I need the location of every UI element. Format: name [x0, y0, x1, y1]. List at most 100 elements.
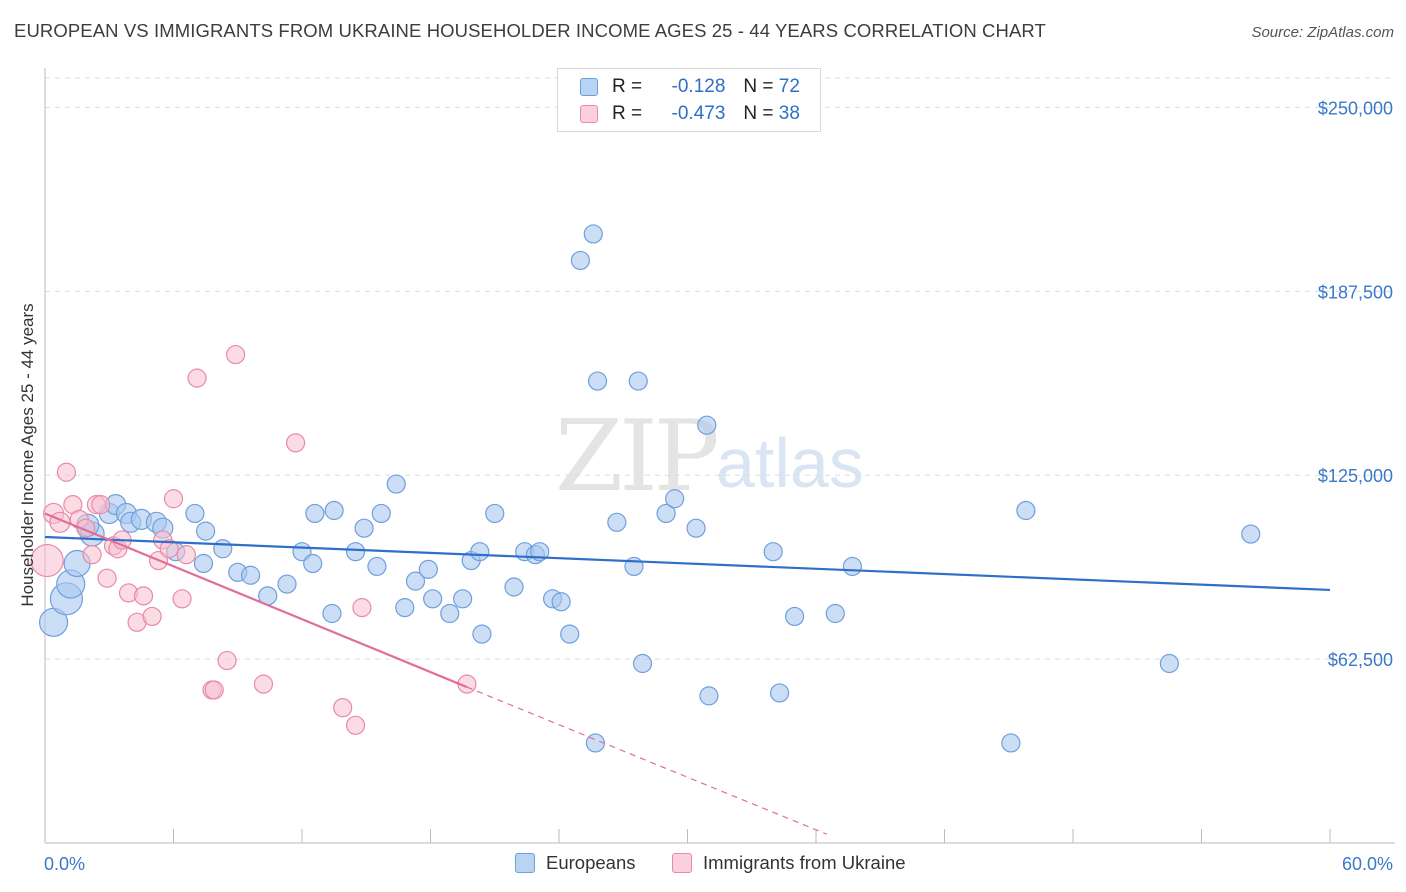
europeans-point	[583, 224, 603, 244]
ukraine-swatch	[580, 105, 598, 123]
legend-n-value: 72	[778, 76, 800, 97]
ukraine-point	[133, 586, 154, 606]
europeans-point	[472, 624, 492, 644]
europeans-point	[585, 733, 606, 753]
legend-r-value: -0.473	[671, 103, 726, 124]
europeans-point	[405, 571, 426, 591]
europeans-point	[769, 683, 790, 703]
europeans-point	[277, 574, 297, 594]
ukraine-point	[217, 650, 237, 671]
watermark-zip: ZIP	[555, 400, 720, 514]
ukraine-point	[142, 606, 162, 627]
europeans-point	[1001, 733, 1021, 753]
europeans-point	[1159, 653, 1179, 674]
europeans-point	[570, 250, 591, 271]
europeans-point	[371, 503, 391, 524]
europeans-point	[367, 556, 387, 577]
europeans-point	[697, 415, 717, 435]
europeans-point	[193, 553, 214, 574]
y-tick-label: $187,500	[1318, 282, 1393, 302]
ukraine-point	[226, 344, 246, 365]
chart-title: EUROPEAN VS IMMIGRANTS FROM UKRAINE HOUS…	[14, 20, 1046, 41]
legend-n-label: N =	[743, 76, 774, 97]
europeans-point	[1016, 500, 1036, 521]
europeans-point	[607, 512, 627, 532]
legend-r-value: -0.128	[671, 76, 726, 97]
correlation-legend: R = -0.128 N = 72 R = -0.473 N = 38	[557, 68, 821, 132]
ukraine-points	[30, 344, 477, 735]
europeans-point	[395, 598, 415, 618]
europeans-point	[504, 577, 524, 597]
europeans-point	[1241, 524, 1261, 544]
europeans-point	[699, 686, 719, 706]
europeans-point	[345, 542, 366, 562]
ukraine-point	[285, 433, 306, 453]
europeans-point	[213, 539, 233, 559]
europeans-point	[453, 589, 473, 609]
europeans-point	[324, 500, 344, 521]
x-tick-label: 0.0%	[44, 854, 85, 874]
europeans-point	[665, 489, 685, 509]
europeans-point	[440, 603, 460, 624]
legend-r-label: R =	[612, 103, 643, 124]
y-tick-label: $250,000	[1318, 98, 1393, 118]
europeans-point	[842, 556, 863, 577]
europeans-point	[305, 503, 325, 524]
europeans-point	[470, 542, 490, 562]
ukraine-point	[204, 680, 224, 700]
europeans-point	[656, 503, 676, 524]
ukraine-point	[97, 568, 117, 588]
y-tick-label: $125,000	[1318, 466, 1393, 486]
ukraine-point	[253, 674, 274, 694]
europeans-point	[560, 624, 580, 644]
x-tick-label: 60.0%	[1342, 854, 1393, 874]
ukraine-point	[56, 462, 77, 482]
europeans-point	[763, 542, 783, 562]
ukraine-trend-line	[44, 512, 468, 689]
europeans-point	[423, 589, 443, 609]
europeans-point	[354, 518, 374, 538]
legend-label-europeans: Europeans	[546, 852, 636, 873]
europeans-point	[196, 521, 216, 541]
europeans-point	[185, 503, 205, 524]
legend-row-ukraine: R = -0.473 N = 38	[580, 101, 800, 127]
ukraine-point	[91, 495, 111, 515]
legend-n-label: N =	[743, 103, 774, 124]
legend-item-ukraine[interactable]: Immigrants from Ukraine	[672, 852, 906, 874]
watermark-atlas: atlas	[716, 424, 864, 502]
axes	[44, 68, 1395, 844]
europeans-points	[38, 224, 1261, 753]
ukraine-point	[159, 539, 179, 559]
ukraine-point	[352, 598, 372, 618]
europeans-swatch	[580, 78, 598, 96]
europeans-point	[241, 565, 261, 585]
ukraine-trend-extension	[466, 686, 827, 835]
europeans-point	[632, 653, 653, 674]
europeans-point	[485, 503, 505, 524]
ukraine-point	[163, 489, 184, 509]
ukraine-point	[30, 543, 64, 578]
europeans-point	[587, 371, 608, 391]
ukraine-legend-swatch	[672, 853, 692, 873]
europeans-point	[784, 606, 805, 627]
europeans-point	[628, 371, 648, 391]
legend-row-europeans: R = -0.128 N = 72	[580, 74, 800, 100]
legend-r-label: R =	[612, 76, 643, 97]
europeans-point	[418, 559, 438, 579]
europeans-point	[303, 553, 323, 574]
trend-lines	[44, 512, 1331, 835]
europeans-point	[825, 603, 845, 624]
europeans-point	[686, 518, 706, 538]
europeans-legend-swatch	[515, 853, 535, 873]
ukraine-point	[345, 715, 366, 735]
ukraine-point	[333, 698, 353, 718]
ukraine-point	[172, 589, 192, 609]
legend-n-value: 38	[778, 103, 800, 124]
legend-label-ukraine: Immigrants from Ukraine	[703, 852, 906, 873]
europeans-trend-line	[44, 535, 1331, 592]
ukraine-point	[187, 368, 207, 388]
axis-labels: $62,500 $125,000 $187,500 $250,000 0.0% 60.0%…	[18, 98, 1393, 874]
ukraine-point	[82, 545, 102, 565]
legend-item-europeans[interactable]: Europeans	[515, 852, 635, 874]
